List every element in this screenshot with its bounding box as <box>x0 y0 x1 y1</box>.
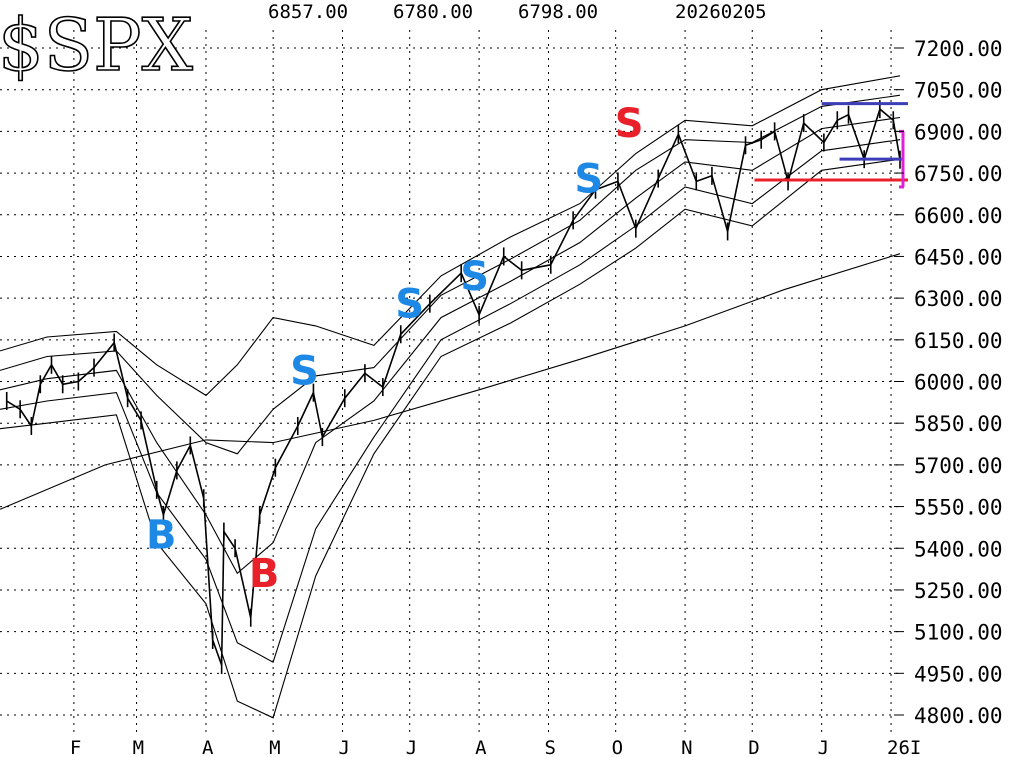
sell-signal-marker: S <box>574 157 603 203</box>
y-tick-label: 6300.00 <box>914 287 1003 311</box>
x-tick-label: 26I <box>887 737 921 757</box>
x-tick-label: M <box>133 737 144 757</box>
x-tick-label: S <box>545 737 556 757</box>
y-tick-label: 5550.00 <box>914 496 1003 520</box>
y-tick-label: 6000.00 <box>914 371 1003 395</box>
y-axis: 7200.00 7050.00 6900.00 6750.00 6600.00 6450.… <box>894 37 1003 728</box>
y-tick-label: 4800.00 <box>914 704 1003 728</box>
y-tick-label: 5100.00 <box>914 621 1003 645</box>
y-tick-label: 7050.00 <box>914 79 1003 103</box>
header-value-2: 6780.00 <box>393 1 473 23</box>
y-tick-label: 5700.00 <box>914 454 1003 478</box>
chart-levels <box>754 102 908 189</box>
x-tick-label: A <box>475 737 487 757</box>
y-tick-label: 4950.00 <box>914 662 1003 686</box>
x-tick-label: A <box>202 737 214 757</box>
x-tick-label: J <box>406 737 417 757</box>
sell-signal-marker: S <box>290 348 319 394</box>
header-value-1: 6857.00 <box>268 1 348 23</box>
y-tick-label: 6150.00 <box>914 329 1003 353</box>
symbol-title: $SPX <box>0 3 193 87</box>
x-tick-label: J <box>339 737 350 757</box>
x-tick-label: F <box>70 737 81 757</box>
x-tick-label: D <box>748 737 759 757</box>
chart-series <box>0 75 901 719</box>
buy-signal-marker: B <box>249 551 280 597</box>
band-line <box>0 158 901 719</box>
chart-grid <box>0 30 900 735</box>
x-axis: 24IFMAMJJASONDJ26I <box>70 737 921 757</box>
moving-average-line <box>0 253 901 510</box>
sell-signal-marker: S <box>460 254 489 300</box>
y-tick-label: 5250.00 <box>914 579 1003 603</box>
band-line <box>0 75 901 397</box>
x-tick-label: N <box>681 737 692 757</box>
y-tick-label: 5400.00 <box>914 537 1003 561</box>
band-line <box>0 94 901 455</box>
x-tick-label: M <box>269 737 280 757</box>
buy-signal-marker: B <box>146 512 177 558</box>
y-tick-label: 5850.00 <box>914 412 1003 436</box>
header-value-3: 6798.00 <box>518 1 598 23</box>
y-tick-label: 6450.00 <box>914 245 1003 269</box>
header-date: 20260205 <box>675 1 767 23</box>
x-tick-label: J <box>818 737 829 757</box>
band-line <box>0 116 901 575</box>
x-tick-label: O <box>612 737 623 757</box>
y-tick-label: 7200.00 <box>914 37 1003 61</box>
sell-signal-marker: S <box>395 282 424 328</box>
y-tick-label: 6900.00 <box>914 120 1003 144</box>
sell-signal-marker: S <box>615 101 644 147</box>
band-line <box>0 139 901 664</box>
y-tick-label: 6750.00 <box>914 162 1003 186</box>
y-tick-label: 6600.00 <box>914 204 1003 228</box>
